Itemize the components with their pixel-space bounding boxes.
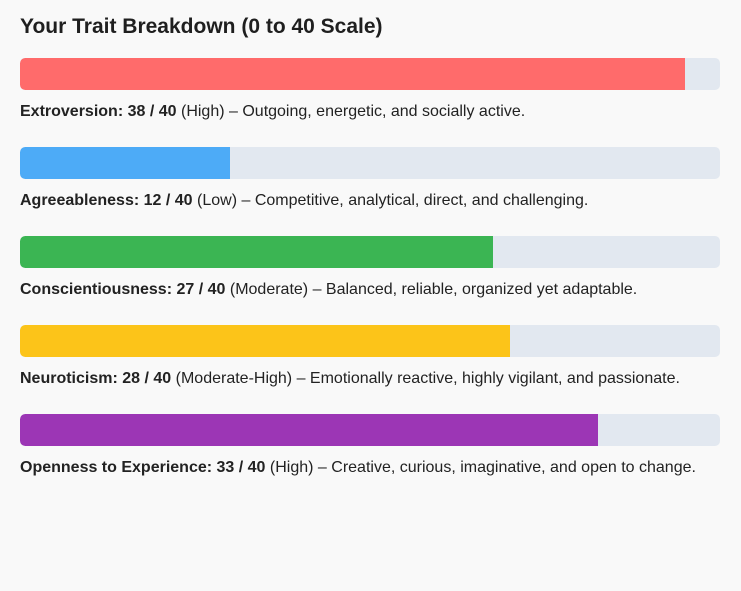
trait-text: – Outgoing, energetic, and socially acti… xyxy=(229,103,526,120)
trait-description: Openness to Experience: 33 / 40 (High) –… xyxy=(20,446,720,482)
score-bar-track xyxy=(20,58,720,90)
trait-extroversion: Extroversion: 38 / 40 (High) – Outgoing,… xyxy=(20,58,721,126)
trait-description: Extroversion: 38 / 40 (High) – Outgoing,… xyxy=(20,90,720,126)
trait-description: Conscientiousness: 27 / 40 (Moderate) – … xyxy=(20,268,720,304)
trait-score: 28 / 40 xyxy=(122,370,172,387)
score-bar-fill xyxy=(20,414,598,446)
page-title: Your Trait Breakdown (0 to 40 Scale) xyxy=(20,15,383,38)
trait-level: (Moderate-High) xyxy=(175,370,293,387)
score-bar-track xyxy=(20,147,720,179)
trait-agreeableness: Agreeableness: 12 / 40 (Low) – Competiti… xyxy=(20,147,721,215)
trait-name: Neuroticism: xyxy=(20,370,118,387)
trait-level: (High) xyxy=(269,459,314,476)
trait-name: Conscientiousness: xyxy=(20,281,173,298)
score-bar-fill xyxy=(20,236,493,268)
trait-level: (Moderate) xyxy=(229,281,309,298)
trait-description: Neuroticism: 28 / 40 (Moderate-High) – E… xyxy=(20,357,720,393)
trait-name: Agreeableness: xyxy=(20,192,140,209)
trait-score: 12 / 40 xyxy=(143,192,193,209)
trait-text: – Balanced, reliable, organized yet adap… xyxy=(312,281,638,298)
trait-name: Openness to Experience: xyxy=(20,459,213,476)
trait-text: – Creative, curious, imaginative, and op… xyxy=(317,459,696,476)
trait-neuroticism: Neuroticism: 28 / 40 (Moderate-High) – E… xyxy=(20,325,721,393)
trait-level: (Low) xyxy=(197,192,238,209)
trait-name: Extroversion: xyxy=(20,103,124,120)
score-bar-fill xyxy=(20,147,230,179)
trait-level: (High) xyxy=(180,103,225,120)
trait-score: 38 / 40 xyxy=(127,103,177,120)
score-bar-track xyxy=(20,325,720,357)
trait-score: 27 / 40 xyxy=(176,281,226,298)
score-bar-track xyxy=(20,414,720,446)
trait-conscientiousness: Conscientiousness: 27 / 40 (Moderate) – … xyxy=(20,236,721,304)
trait-text: – Competitive, analytical, direct, and c… xyxy=(241,192,589,209)
trait-text: – Emotionally reactive, highly vigilant,… xyxy=(296,370,680,387)
trait-breakdown-panel: Your Trait Breakdown (0 to 40 Scale) Ext… xyxy=(20,15,721,482)
score-bar-fill xyxy=(20,325,510,357)
trait-score: 33 / 40 xyxy=(216,459,266,476)
trait-openness: Openness to Experience: 33 / 40 (High) –… xyxy=(20,414,721,482)
trait-description: Agreeableness: 12 / 40 (Low) – Competiti… xyxy=(20,179,720,215)
score-bar-track xyxy=(20,236,720,268)
score-bar-fill xyxy=(20,58,685,90)
